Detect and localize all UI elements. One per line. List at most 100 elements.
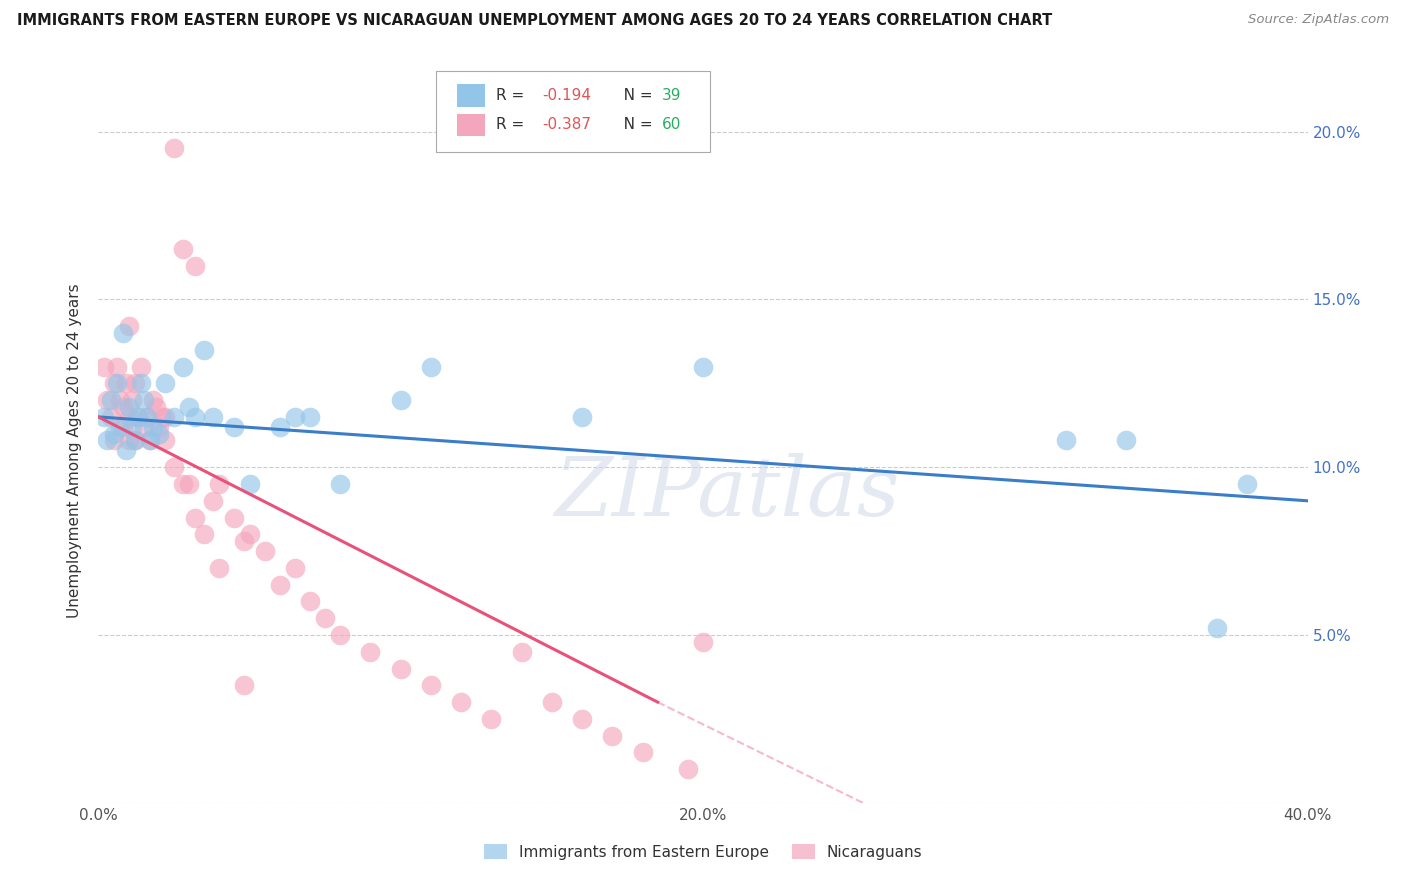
Point [299,594,322,608]
Point [179,400,201,414]
Point [450,695,472,709]
Point [124,434,146,448]
Point [108,393,131,408]
Text: IMMIGRANTS FROM EASTERN EUROPE VS NICARAGUAN UNEMPLOYMENT AMONG AGES 20 TO 24 YE: IMMIGRANTS FROM EASTERN EUROPE VS NICARA… [17,13,1052,29]
Point [329,628,352,642]
Point [239,527,262,541]
Point [121,393,143,408]
Point [150,409,173,424]
Point [1236,477,1258,491]
Point [93,409,115,424]
Point [420,678,443,692]
Point [100,409,122,424]
Point [329,477,352,491]
Point [179,477,201,491]
Point [129,376,152,391]
Point [299,409,322,424]
Text: Source: ZipAtlas.com: Source: ZipAtlas.com [1249,13,1389,27]
Point [163,141,186,155]
Point [114,376,136,391]
Legend: Immigrants from Eastern Europe, Nicaraguans: Immigrants from Eastern Europe, Nicaragu… [478,838,928,865]
Point [127,409,149,424]
Point [124,434,146,448]
Point [124,376,146,391]
Point [224,510,246,524]
Point [692,634,714,648]
Point [148,426,170,441]
Point [139,434,162,448]
Point [121,420,143,434]
Point [253,544,276,558]
Point [184,259,207,273]
Point [103,434,125,448]
Point [118,409,141,424]
Point [692,359,714,374]
Text: 39: 39 [662,88,682,103]
Point [111,326,134,340]
Text: N =: N = [609,88,657,103]
Point [1054,434,1077,448]
Point [284,409,307,424]
Point [132,393,155,408]
Point [314,611,336,625]
Point [135,409,157,424]
Point [153,434,176,448]
Point [676,762,699,776]
Point [360,645,382,659]
Point [284,561,307,575]
Point [105,359,128,374]
Point [540,695,562,709]
Text: -0.194: -0.194 [543,88,592,103]
Point [184,409,207,424]
Point [571,409,593,424]
Point [193,343,215,357]
Point [208,477,231,491]
Point [208,561,231,575]
Point [172,477,194,491]
Point [142,393,165,408]
Point [163,409,186,424]
Y-axis label: Unemployment Among Ages 20 to 24 years: Unemployment Among Ages 20 to 24 years [67,283,83,618]
Point [193,527,215,541]
Point [105,376,128,391]
Point [481,712,503,726]
Point [148,420,170,434]
Point [510,645,533,659]
Text: N =: N = [609,118,657,132]
Point [172,242,194,256]
Point [571,712,593,726]
Point [420,359,443,374]
Text: ZIPatlas: ZIPatlas [554,453,900,533]
Point [93,359,115,374]
Point [118,400,141,414]
Point [202,409,225,424]
Text: 60: 60 [662,118,682,132]
Point [142,420,165,434]
Point [132,420,155,434]
Point [1206,621,1229,635]
Point [1115,434,1137,448]
Point [153,409,176,424]
Text: R =: R = [496,118,530,132]
Point [139,434,162,448]
Point [269,577,291,591]
Point [232,534,254,549]
Point [103,376,125,391]
Point [145,400,167,414]
Point [114,443,136,458]
Point [127,409,149,424]
Point [108,420,131,434]
Text: -0.387: -0.387 [543,118,592,132]
Point [602,729,624,743]
Point [224,420,246,434]
Point [103,426,125,441]
Point [118,319,141,334]
Point [96,393,118,408]
Point [118,434,141,448]
Point [269,420,291,434]
Point [111,400,134,414]
Point [100,393,122,408]
Point [153,376,176,391]
Point [172,359,194,374]
Point [135,409,157,424]
